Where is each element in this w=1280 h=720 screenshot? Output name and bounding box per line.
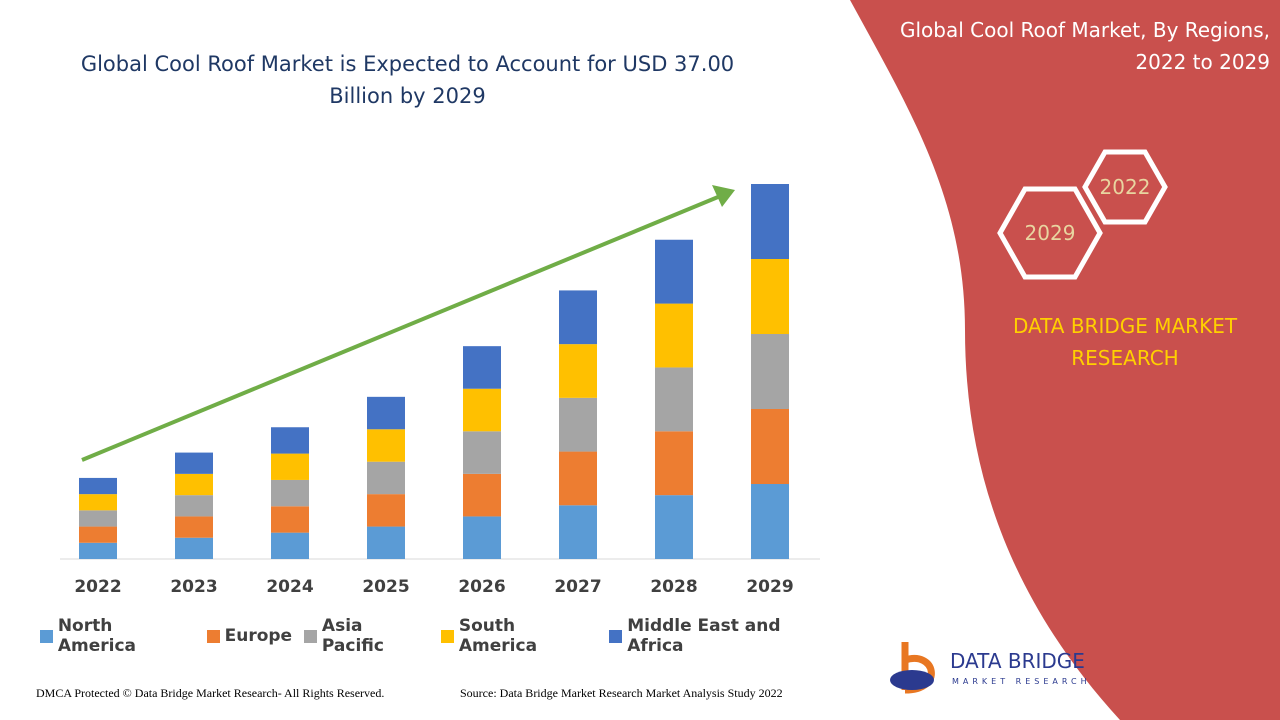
chart-title: Global Cool Roof Market is Expected to A…: [80, 52, 735, 108]
x-tick-label: 2022: [74, 577, 121, 597]
arrow-head: [712, 185, 735, 207]
legend: North America Europe Asia Pacific South Ame…: [40, 616, 840, 656]
x-tick-label: 2025: [362, 577, 409, 597]
legend-swatch: [40, 629, 53, 643]
panel-title: Global Cool Roof Market, By Regions, 202…: [900, 18, 1270, 74]
hexagon-label: 2029: [1025, 221, 1076, 245]
bar-segment: [175, 495, 213, 517]
bar-segment: [559, 290, 597, 345]
bar-segment: [751, 409, 789, 484]
legend-label: Middle East and Africa: [627, 616, 781, 656]
bar-segment: [655, 303, 693, 368]
bar-segment: [655, 367, 693, 432]
bar-segment: [79, 526, 117, 543]
bar-segment: [751, 334, 789, 409]
x-tick-label: 2027: [554, 577, 601, 597]
bar-segment: [367, 461, 405, 495]
bar-segment: [175, 473, 213, 496]
bar-segment: [271, 427, 309, 454]
bar-segment: [463, 431, 501, 474]
legend-item: North America: [40, 616, 195, 656]
bar-segment: [175, 452, 213, 474]
logo-name: DATA BRIDGE: [950, 649, 1085, 673]
x-tick-label: 2029: [746, 577, 793, 597]
x-tick-label: 2028: [650, 577, 697, 597]
footer-right: Source: Data Bridge Market Research Mark…: [460, 686, 783, 700]
hexagon: [1082, 149, 1168, 225]
bar-segment: [751, 184, 789, 259]
bar-segment: [367, 429, 405, 462]
bar-segment: [175, 537, 213, 559]
brand: DATA BRIDGE MARKET RESEARCH: [1012, 314, 1238, 370]
legend-item: Asia Pacific: [304, 616, 429, 656]
legend-label: Europe: [224, 626, 293, 646]
bar-segment: [79, 510, 117, 527]
bar-segment: [559, 451, 597, 506]
bar-segment: [559, 344, 597, 398]
trend-arrow: [81, 195, 719, 462]
bar-segment: [367, 494, 405, 527]
bar-segment: [175, 516, 213, 538]
legend-item: Middle East and Africa: [609, 616, 840, 656]
bar-segment: [271, 453, 309, 480]
bar-segment: [655, 495, 693, 559]
bar-segment: [271, 532, 309, 559]
footer-left: DMCA Protected © Data Bridge Market Rese…: [36, 686, 385, 700]
legend-item: South America: [441, 616, 597, 656]
bar-segment: [463, 346, 501, 389]
bar-segment: [559, 505, 597, 559]
red-panel: [850, 0, 1280, 720]
bar-segment: [367, 396, 405, 430]
hexagon: [997, 186, 1103, 280]
bars: 2022 2023 2024 2025 2026 2027 2028 2029: [74, 184, 794, 597]
bar-segment: [271, 506, 309, 533]
bar-segment: [463, 473, 501, 517]
legend-swatch: [441, 629, 454, 643]
bar-segment: [367, 526, 405, 559]
logo-tagline: MARKET RESEARCH: [952, 677, 1091, 686]
legend-label: South America: [458, 616, 538, 656]
x-tick-label: 2024: [266, 577, 313, 597]
legend-item: Europe: [206, 616, 293, 656]
bar-segment: [655, 431, 693, 496]
bar-segment: [751, 259, 789, 334]
legend-swatch: [304, 629, 317, 643]
bar-segment: [271, 479, 309, 507]
bar-segment: [79, 542, 117, 559]
logo-icon: [890, 670, 934, 690]
bar-segment: [655, 239, 693, 304]
x-tick-label: 2026: [458, 577, 505, 597]
bar-segment: [463, 516, 501, 559]
legend-label: Asia Pacific: [321, 616, 384, 656]
bar-segment: [463, 388, 501, 432]
x-tick-label: 2023: [170, 577, 217, 597]
bar-segment: [559, 397, 597, 452]
legend-swatch: [206, 629, 220, 643]
legend-label: North America: [57, 616, 136, 656]
hexagon-label: 2022: [1100, 175, 1151, 199]
bar-segment: [751, 484, 789, 559]
bar-segment: [79, 494, 117, 511]
legend-swatch: [609, 629, 623, 643]
bar-segment: [79, 477, 117, 495]
